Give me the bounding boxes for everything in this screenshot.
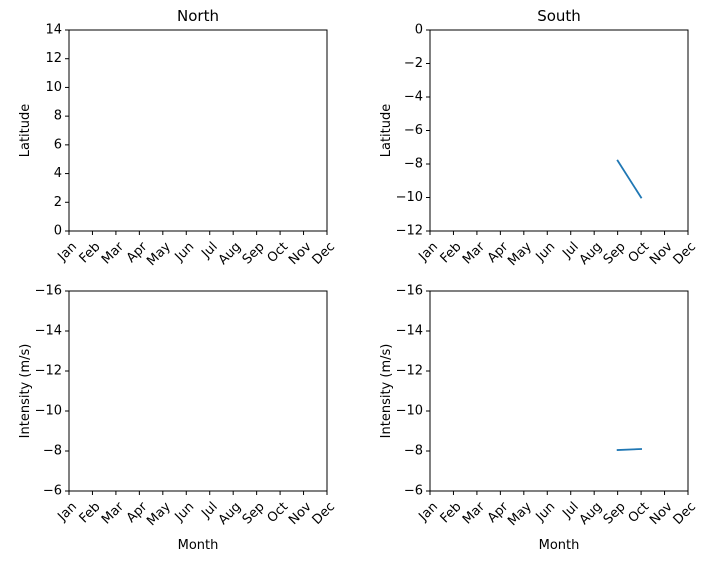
x-tick-label: May (144, 499, 174, 529)
y-tick-label: −4 (404, 90, 423, 105)
x-tick-label: Dec (671, 239, 699, 267)
x-tick-label: Jan (55, 239, 80, 264)
x-tick-label: Aug (216, 239, 245, 268)
x-tick-label: Feb (77, 499, 104, 526)
y-tick-label: −16 (35, 284, 62, 299)
y-tick-label: −8 (404, 444, 423, 459)
y-tick-label: −6 (404, 484, 423, 499)
y-tick-label: 10 (45, 80, 62, 95)
x-tick-label: Dec (310, 499, 338, 527)
x-tick-label: May (505, 239, 535, 269)
x-axis-label: Month (178, 538, 219, 553)
x-tick-label: Jun (533, 239, 559, 265)
x-tick-label: Jan (416, 239, 441, 264)
y-tick-label: 8 (54, 109, 62, 124)
y-tick-label: 12 (45, 51, 62, 66)
y-tick-label: −8 (43, 444, 62, 459)
x-tick-label: Oct (265, 239, 292, 266)
x-tick-label: Oct (626, 239, 653, 266)
y-tick-label: −12 (396, 224, 423, 239)
y-tick-label: 14 (45, 23, 62, 38)
series-line-1 (616, 159, 643, 199)
x-tick-label: Aug (216, 499, 245, 528)
panel-title: South (537, 7, 581, 25)
y-tick-label: −10 (396, 190, 423, 205)
y-tick-label: −12 (35, 364, 62, 379)
x-tick-label: Oct (626, 499, 653, 526)
x-tick-label: Feb (77, 239, 104, 266)
x-tick-label: Jun (172, 239, 198, 265)
x-tick-label: Aug (577, 499, 606, 528)
x-tick-label: Mar (460, 239, 488, 267)
plot-frame (429, 290, 689, 492)
x-tick-label: Nov (647, 239, 676, 268)
y-tick-label: −10 (396, 404, 423, 419)
x-tick-label: Sep (240, 239, 268, 267)
x-tick-label: Mar (99, 499, 127, 527)
y-axis-label: Intensity (m/s) (379, 344, 394, 439)
y-axis-label: Intensity (m/s) (18, 344, 33, 439)
x-tick-label: Nov (286, 239, 315, 268)
y-tick-label: −10 (35, 404, 62, 419)
series-line-1 (616, 448, 643, 451)
x-tick-label: Sep (240, 499, 268, 527)
x-tick-label: Mar (460, 499, 488, 527)
x-tick-label: Sep (601, 499, 629, 527)
x-tick-label: Feb (438, 239, 465, 266)
y-tick-label: −6 (404, 123, 423, 138)
x-tick-label: Jan (55, 499, 80, 524)
y-tick-label: −14 (396, 324, 423, 339)
x-tick-label: May (505, 499, 535, 529)
x-tick-label: May (144, 239, 174, 269)
x-tick-label: Dec (310, 239, 338, 267)
y-tick-label: −2 (404, 56, 423, 71)
plot-frame (68, 290, 328, 492)
y-tick-label: 0 (415, 23, 423, 38)
x-tick-label: Nov (286, 499, 315, 528)
x-tick-label: Nov (647, 499, 676, 528)
x-tick-label: Dec (671, 499, 699, 527)
x-tick-label: Aug (577, 239, 606, 268)
panel-title: North (177, 7, 219, 25)
y-tick-label: −8 (404, 157, 423, 172)
y-tick-label: 2 (54, 195, 62, 210)
y-tick-label: 0 (54, 224, 62, 239)
x-axis-label: Month (539, 538, 580, 553)
plot-frame (429, 29, 689, 232)
y-tick-label: −12 (396, 364, 423, 379)
y-axis-label: Latitude (379, 104, 394, 158)
y-tick-label: −6 (43, 484, 62, 499)
plot-frame (68, 29, 328, 232)
x-tick-label: Feb (438, 499, 465, 526)
y-tick-label: −16 (396, 284, 423, 299)
y-tick-label: 4 (54, 166, 62, 181)
x-tick-label: Sep (601, 239, 629, 267)
x-tick-label: Jun (172, 499, 198, 525)
x-tick-label: Jan (416, 499, 441, 524)
y-axis-label: Latitude (18, 104, 33, 158)
y-tick-label: −14 (35, 324, 62, 339)
x-tick-label: Jun (533, 499, 559, 525)
x-tick-label: Oct (265, 499, 292, 526)
x-tick-label: Mar (99, 239, 127, 267)
y-tick-label: 6 (54, 137, 62, 152)
